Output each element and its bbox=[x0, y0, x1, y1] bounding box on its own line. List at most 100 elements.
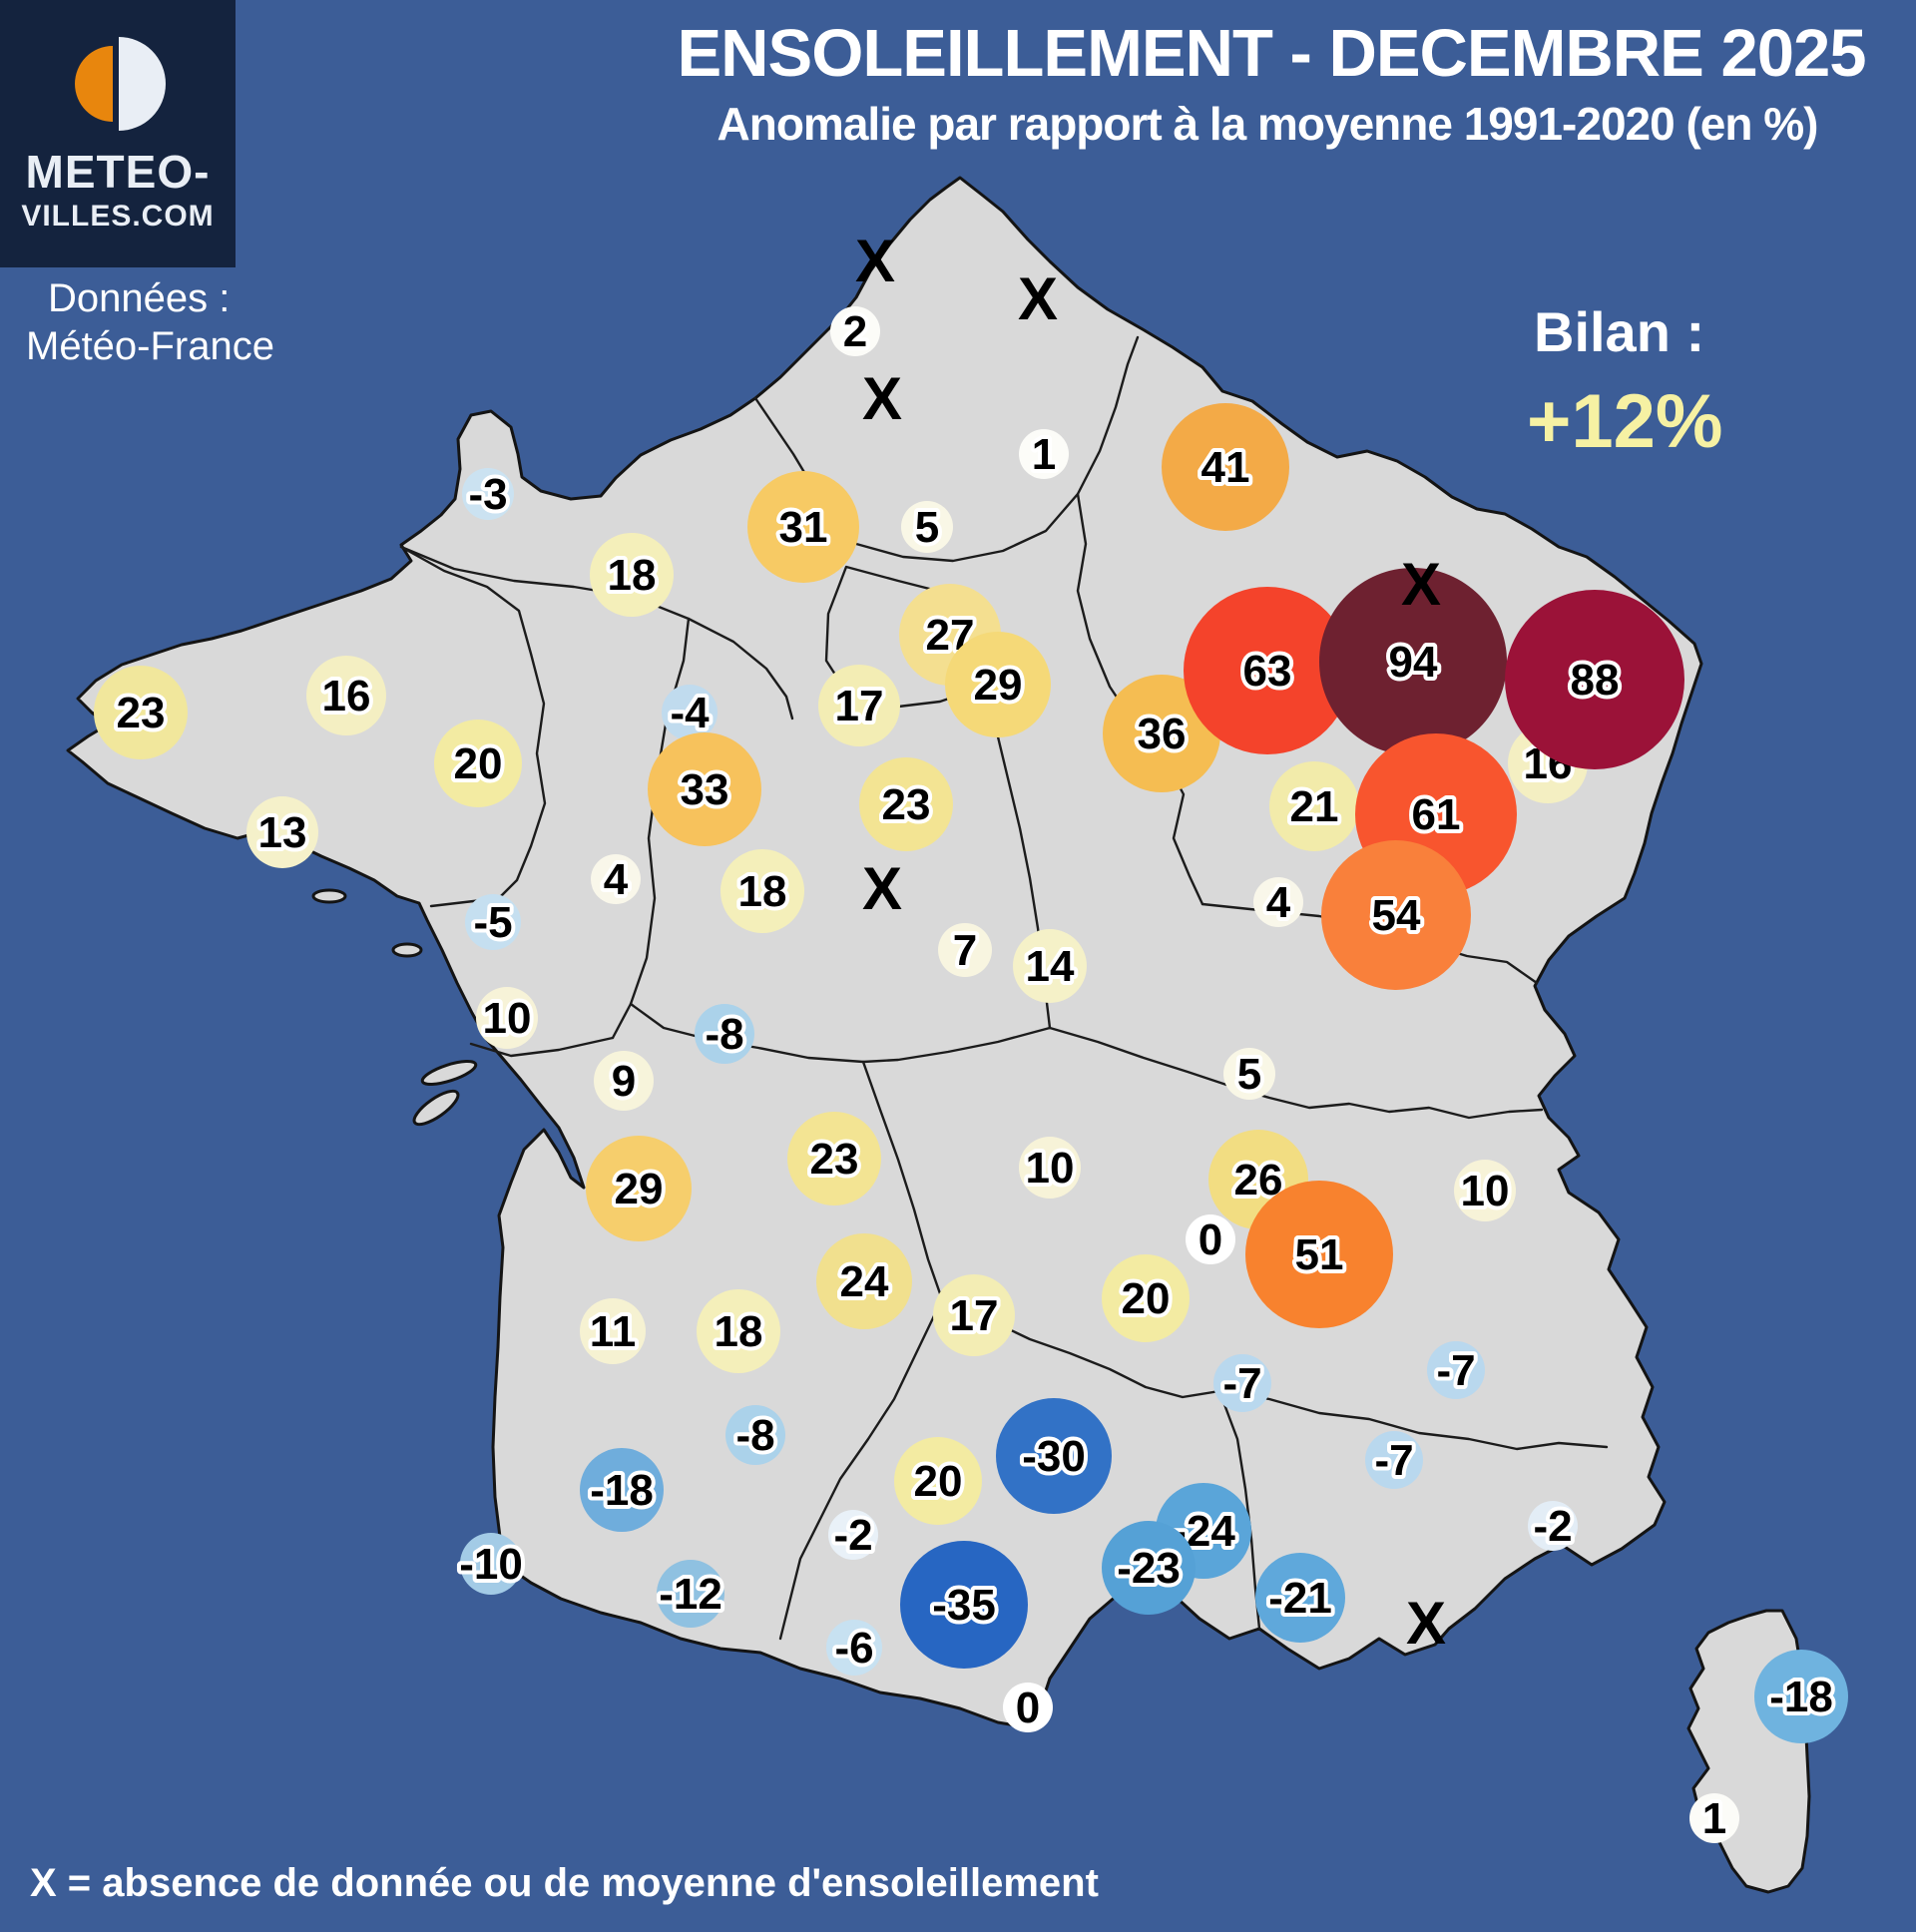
map-point-value: 0 bbox=[1198, 1215, 1222, 1264]
map-point-circle bbox=[828, 1510, 878, 1560]
map-point-circle bbox=[1269, 761, 1359, 851]
logo-sun-right-half-icon bbox=[119, 37, 166, 131]
map-point-value: 18 bbox=[738, 867, 787, 916]
map-point-value: -12 bbox=[659, 1570, 722, 1619]
map-point-value: -21 bbox=[1268, 1574, 1332, 1623]
map-point-circle bbox=[894, 1437, 982, 1525]
map-point-circle bbox=[816, 1233, 912, 1329]
map-point-circle bbox=[1319, 568, 1507, 755]
map-point-value: 17 bbox=[950, 1291, 999, 1340]
map-point-circle bbox=[1321, 840, 1471, 990]
bilan-label: Bilan : bbox=[1534, 300, 1704, 363]
map-point-circle bbox=[901, 501, 953, 553]
map-point-circle bbox=[1019, 1137, 1081, 1199]
map-point-value: -35 bbox=[932, 1581, 996, 1630]
map-point-value: -6 bbox=[834, 1624, 873, 1673]
logo-text-line1: METEO- bbox=[26, 146, 211, 198]
map-point-circle bbox=[818, 665, 900, 746]
france-mainland-shape bbox=[66, 176, 1703, 1730]
map-point-circle bbox=[1184, 587, 1351, 754]
map-point-circle bbox=[465, 894, 521, 950]
map-point-value: 29 bbox=[974, 661, 1023, 710]
map-point-circle bbox=[580, 1448, 664, 1532]
map-point-value: 10 bbox=[1461, 1167, 1510, 1215]
map-point-value: -3 bbox=[468, 470, 507, 519]
map-point-circle bbox=[1454, 1160, 1516, 1221]
map-point-value: -4 bbox=[670, 689, 710, 737]
map-point-circle bbox=[94, 666, 188, 759]
map-point-value: 16 bbox=[322, 672, 371, 721]
map-point-value: 51 bbox=[1295, 1230, 1344, 1279]
map-point-circle bbox=[1102, 1254, 1190, 1342]
map-point-circle bbox=[1255, 1553, 1345, 1643]
map-point-value: -18 bbox=[590, 1466, 654, 1515]
map-point-value: -2 bbox=[1533, 1502, 1572, 1551]
map-point-value: 20 bbox=[1122, 1274, 1171, 1323]
meteo-villes-logo-icon bbox=[75, 37, 166, 131]
map-point-value: 13 bbox=[258, 808, 307, 857]
map-point-circle bbox=[591, 854, 641, 904]
atlantic-island bbox=[391, 942, 423, 958]
map-point-value: 63 bbox=[1243, 647, 1292, 696]
map-point-value: -5 bbox=[473, 898, 512, 947]
atlantic-island bbox=[412, 1089, 460, 1127]
map-point-value: 4 bbox=[604, 855, 629, 904]
page-subtitle: Anomalie par rapport à la moyenne 1991-2… bbox=[718, 98, 1818, 150]
map-point-circle bbox=[662, 685, 718, 740]
map-point-value: -2 bbox=[833, 1511, 872, 1560]
map-point-value: 17 bbox=[835, 682, 884, 730]
map-point-value: 10 bbox=[1026, 1144, 1075, 1193]
map-point-value: -8 bbox=[705, 1010, 743, 1059]
map-point-value: 11 bbox=[590, 1307, 637, 1356]
map-point-value: 5 bbox=[1237, 1050, 1261, 1099]
map-point-value: 33 bbox=[681, 765, 729, 814]
map-point-circle bbox=[1223, 1048, 1275, 1100]
map-point-circle bbox=[434, 720, 522, 807]
map-point-value: 23 bbox=[810, 1135, 859, 1184]
map-point-circle bbox=[1365, 1431, 1423, 1489]
map-point-circle bbox=[1505, 590, 1684, 769]
no-data-x-mark: X bbox=[1401, 551, 1441, 618]
map-point-circle bbox=[1003, 1683, 1053, 1732]
no-data-x-mark: X bbox=[1018, 265, 1058, 332]
map-point-circle bbox=[246, 796, 318, 868]
map-point-value: 24 bbox=[840, 1257, 889, 1306]
no-data-x-mark: X bbox=[855, 228, 895, 294]
map-point-circle bbox=[1162, 403, 1289, 531]
map-point-circle bbox=[859, 757, 953, 851]
map-point-value: 94 bbox=[1389, 638, 1438, 687]
no-data-x-mark: X bbox=[862, 855, 902, 922]
logo-sun-left-half-icon bbox=[75, 46, 113, 122]
map-point-value: 1 bbox=[1032, 430, 1056, 479]
map-point-value: 88 bbox=[1571, 656, 1620, 705]
map-point-circle bbox=[462, 468, 514, 520]
map-point-value: 4 bbox=[1266, 878, 1291, 927]
map-point-value: 23 bbox=[117, 689, 166, 737]
map-point-circle bbox=[725, 1405, 785, 1465]
map-point-value: 31 bbox=[779, 503, 828, 552]
map-point-circle bbox=[1245, 1181, 1393, 1328]
map-point-circle bbox=[1019, 429, 1069, 479]
map-point-value: -7 bbox=[1374, 1436, 1413, 1485]
map-point-value: 20 bbox=[914, 1457, 963, 1506]
map-point-value: -10 bbox=[459, 1540, 523, 1589]
map-point-circle bbox=[1213, 1354, 1271, 1412]
map-point-circle bbox=[1689, 1793, 1739, 1843]
map-point-circle bbox=[1102, 1521, 1196, 1615]
map-point-value: 61 bbox=[1412, 790, 1461, 839]
map-point-circle bbox=[648, 732, 761, 846]
map-point-circle bbox=[460, 1533, 522, 1595]
map-point-value: 20 bbox=[454, 739, 503, 788]
logo-box bbox=[0, 0, 236, 267]
map-point-circle bbox=[900, 1541, 1028, 1669]
logo-text-line2: VILLES.COM bbox=[21, 200, 214, 233]
map-point-value: 54 bbox=[1372, 891, 1421, 940]
data-source-line1: Données : bbox=[48, 276, 230, 320]
map-point-circle bbox=[787, 1112, 881, 1206]
map-point-circle bbox=[306, 656, 386, 735]
no-data-marks-layer: X X X X X X bbox=[855, 228, 1446, 1657]
map-point-value: 14 bbox=[1026, 942, 1075, 991]
map-point-value: -23 bbox=[1117, 1544, 1181, 1593]
